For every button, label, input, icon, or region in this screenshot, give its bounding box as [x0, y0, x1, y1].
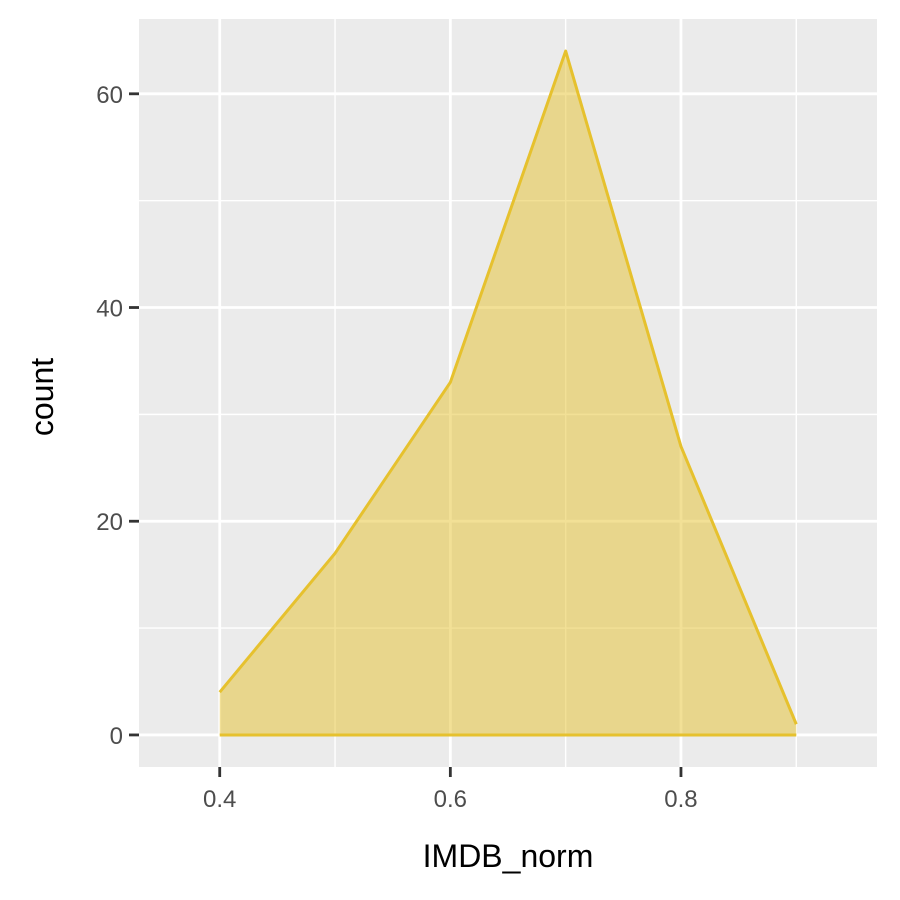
y-axis-title: count	[24, 358, 60, 436]
x-tick-label: 0.6	[434, 786, 467, 813]
y-axis: 0 20 40 60	[96, 82, 139, 750]
y-tick-label: 20	[96, 509, 123, 536]
x-tick-label: 0.8	[664, 786, 697, 813]
x-axis-title: IMDB_norm	[423, 838, 594, 874]
area-fill	[219, 51, 797, 735]
x-tick-label: 0.4	[203, 786, 236, 813]
series-line	[218, 49, 798, 725]
x-axis: 0.4 0.6 0.8	[203, 767, 698, 813]
y-tick-label: 0	[110, 723, 123, 750]
y-tick-label: 40	[96, 296, 123, 323]
y-tick-label: 60	[96, 82, 123, 109]
